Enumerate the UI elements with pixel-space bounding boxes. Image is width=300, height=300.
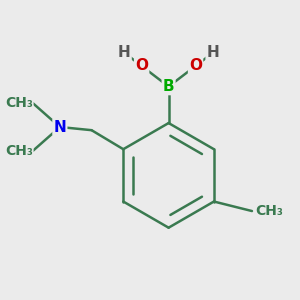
Text: CH₃: CH₃ bbox=[5, 96, 33, 110]
Text: H: H bbox=[207, 45, 219, 60]
Text: H: H bbox=[118, 45, 130, 60]
Text: CH₃: CH₃ bbox=[255, 204, 283, 218]
Text: B: B bbox=[163, 79, 174, 94]
Text: N: N bbox=[53, 119, 66, 134]
Text: O: O bbox=[189, 58, 202, 74]
Text: O: O bbox=[135, 58, 148, 74]
Text: CH₃: CH₃ bbox=[5, 144, 33, 158]
